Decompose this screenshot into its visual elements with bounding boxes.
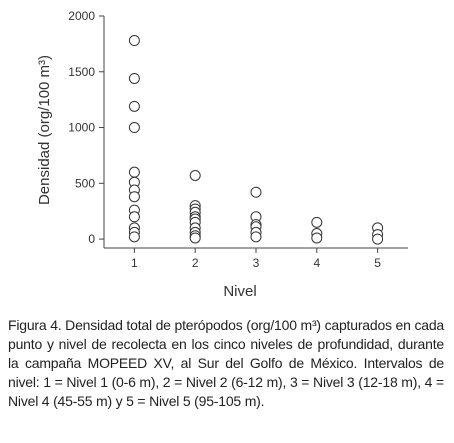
x-tick-label: 4 [313,256,320,270]
point [311,232,323,244]
y-tick-label: 500 [75,176,95,190]
point [128,122,140,134]
x-tick-label: 2 [192,256,199,270]
x-tick-label: 3 [253,256,260,270]
point [128,72,140,84]
x-tick-label: 5 [374,256,381,270]
y-tick-label: 1000 [68,121,95,135]
point [250,186,262,198]
y-tick-label: 0 [88,232,95,246]
chart: Nivel Densidad (org/100 m³) 0 500 1000 1500… [36,9,408,300]
point [189,170,201,181]
y-axis-label: Densidad (org/100 m³) [36,55,53,205]
y-tick-label: 2000 [68,9,95,23]
caption: Figura 4. Densidad total de pterópodos (… [8,317,444,409]
y-tick-label: 1500 [68,65,95,79]
point [372,233,384,245]
x-tick-label: 1 [131,256,138,270]
point [128,211,140,223]
point [128,35,140,47]
point [311,216,323,228]
point [128,166,140,178]
point [128,100,140,112]
point [128,231,140,243]
x-axis-label: Nivel [223,283,256,300]
point [128,191,140,203]
point [189,232,201,244]
point [250,231,262,243]
